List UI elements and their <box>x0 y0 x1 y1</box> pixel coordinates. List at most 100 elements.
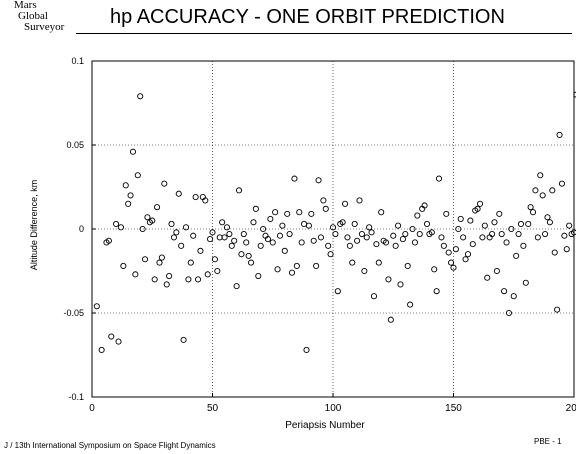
data-point <box>382 239 390 246</box>
x-axis-label: Periapsis Number <box>285 420 365 431</box>
data-point <box>141 256 149 263</box>
data-point <box>563 246 570 253</box>
data-point <box>151 276 158 283</box>
data-point <box>260 225 267 233</box>
y-tick-label: -0.05 <box>63 308 84 318</box>
data-point <box>113 220 120 228</box>
data-point <box>435 175 443 182</box>
data-point <box>455 225 462 233</box>
data-point <box>190 232 197 239</box>
data-point <box>327 251 334 258</box>
x-tick-label: 150 <box>445 403 462 414</box>
data-point <box>325 242 332 249</box>
logo-line-1: Mars <box>14 0 37 11</box>
data-point <box>149 217 156 224</box>
data-point <box>108 333 115 340</box>
data-point <box>532 187 539 194</box>
data-point <box>414 212 421 219</box>
data-point <box>361 267 368 275</box>
data-point <box>452 246 459 253</box>
data-point <box>370 293 378 300</box>
data-point <box>537 172 544 179</box>
data-point <box>525 220 532 228</box>
data-point <box>139 225 146 233</box>
data-point <box>474 205 481 212</box>
data-point <box>173 229 180 236</box>
data-point <box>544 214 551 221</box>
data-point <box>390 232 397 239</box>
data-point <box>105 237 112 244</box>
data-point <box>281 247 288 254</box>
data-point <box>154 204 161 211</box>
data-point <box>493 267 500 275</box>
data-point <box>404 262 411 270</box>
data-point <box>219 219 226 226</box>
data-point <box>134 172 141 179</box>
data-point <box>496 210 503 217</box>
data-point <box>341 200 349 207</box>
data-point <box>385 276 392 283</box>
data-point <box>542 230 549 238</box>
data-point <box>180 336 187 343</box>
data-point <box>546 219 553 226</box>
data-point <box>248 259 255 266</box>
logo-line-2: Global <box>18 10 48 22</box>
data-point <box>286 230 293 238</box>
data-point <box>211 256 218 263</box>
data-point <box>378 209 385 216</box>
data-point <box>561 232 568 239</box>
data-point <box>226 230 233 238</box>
y-tick-label: 0 <box>79 224 84 234</box>
x-tick-label: 200 <box>566 403 576 414</box>
data-point <box>166 272 173 280</box>
data-point <box>517 220 525 228</box>
data-point <box>476 200 484 207</box>
data-point <box>192 194 199 201</box>
data-point <box>508 225 515 233</box>
data-point <box>503 239 510 246</box>
data-point <box>291 175 298 182</box>
data-point <box>558 180 566 187</box>
title-underline <box>76 33 572 34</box>
data-point <box>505 309 512 317</box>
data-point <box>267 215 274 222</box>
data-point <box>187 259 194 266</box>
data-point <box>214 267 221 275</box>
data-point <box>498 230 505 238</box>
data-point <box>252 205 259 212</box>
y-axis-label: Altitude Difference, km <box>29 180 39 270</box>
data-point <box>223 224 231 231</box>
data-point <box>209 229 216 236</box>
data-point <box>448 259 455 266</box>
data-point <box>411 239 418 246</box>
data-point <box>409 225 416 233</box>
data-point <box>421 202 428 209</box>
data-point <box>170 234 177 241</box>
data-point <box>279 222 286 229</box>
data-point <box>202 197 209 204</box>
data-point <box>570 229 576 236</box>
data-point <box>387 316 394 323</box>
y-tick-label: -0.1 <box>68 392 84 402</box>
data-point <box>527 204 534 211</box>
data-point <box>305 222 312 229</box>
data-point <box>445 249 452 256</box>
data-point <box>416 230 423 238</box>
data-point <box>351 220 358 228</box>
data-point <box>276 232 284 239</box>
data-point <box>443 210 450 217</box>
data-point <box>274 266 281 273</box>
data-point <box>122 182 129 189</box>
data-point <box>534 234 541 241</box>
data-point <box>144 214 151 221</box>
data-point <box>479 234 486 241</box>
data-point <box>363 234 370 241</box>
data-point <box>539 192 546 199</box>
data-point <box>399 236 406 243</box>
data-point <box>522 279 529 286</box>
data-point <box>467 217 474 224</box>
data-point <box>491 219 498 226</box>
data-point <box>98 346 105 354</box>
data-point <box>238 251 245 258</box>
